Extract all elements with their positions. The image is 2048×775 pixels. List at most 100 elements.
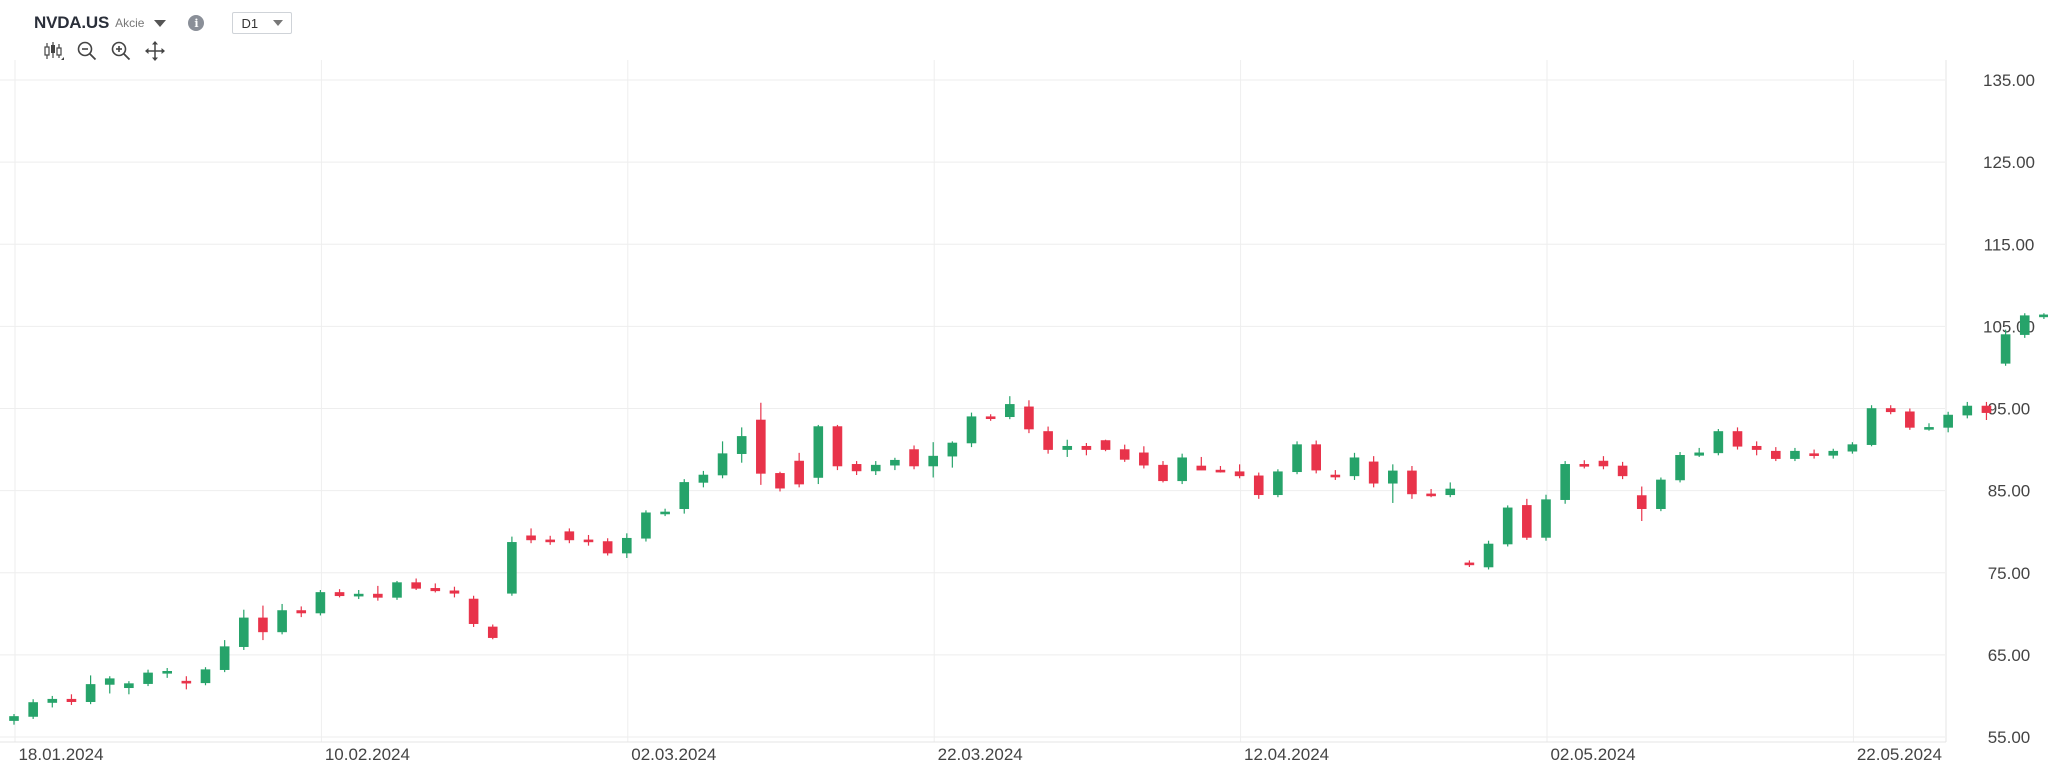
y-tick-label: 135.00: [1983, 71, 2035, 90]
candle-body-down: [1139, 452, 1149, 466]
candle-body-down: [564, 531, 575, 541]
candle-body-down: [756, 419, 766, 474]
candle-body-up: [1847, 444, 1858, 452]
candle-body-up: [85, 684, 96, 702]
candle-body-down: [1981, 405, 1992, 413]
candle-body-down: [1464, 562, 1475, 566]
candle-body-up: [1943, 414, 1953, 428]
candle-body-down: [1522, 505, 1532, 538]
candle-body-up: [870, 464, 881, 472]
candle-body-down: [1636, 495, 1647, 509]
x-tick-label: 02.03.2024: [631, 745, 716, 764]
candle-body-down: [1158, 464, 1168, 482]
y-tick-label: 75.00: [1988, 564, 2031, 583]
candle-body-up: [9, 716, 19, 721]
candle-body-down: [430, 588, 441, 592]
x-tick-label: 12.04.2024: [1244, 745, 1329, 764]
candle-body-down: [1617, 465, 1628, 477]
y-tick-label: 55.00: [1988, 728, 2031, 747]
candle-body-down: [832, 426, 843, 467]
info-icon[interactable]: i: [188, 15, 205, 31]
candle-body-up: [717, 453, 728, 476]
candle-body-down: [1253, 475, 1264, 496]
chevron-down-icon: [273, 20, 284, 26]
timeframe-select[interactable]: D1: [232, 12, 293, 34]
chart-toolbar: NVDA.US Akcie i D1: [34, 8, 293, 38]
candle-body-up: [392, 582, 402, 598]
pan-move-icon[interactable]: [144, 40, 166, 62]
candle-body-up: [200, 669, 211, 684]
candle-body-up: [1675, 455, 1685, 481]
timeframe-value: D1: [241, 15, 259, 31]
candle-body-down: [1885, 408, 1896, 413]
candle-body-down: [468, 598, 479, 624]
candle-body-down: [1234, 471, 1245, 477]
y-tick-label: 85.00: [1988, 482, 2031, 501]
candle-body-up: [47, 698, 58, 703]
candle-body-down: [66, 698, 77, 702]
candle-body-up: [1292, 444, 1302, 473]
symbol-type: Akcie: [115, 16, 145, 30]
candle-body-up: [1962, 405, 1973, 416]
candle-body-down: [258, 617, 268, 633]
symbol-name[interactable]: NVDA.US: [34, 13, 110, 32]
candle-body-down: [296, 610, 307, 614]
chart-tools: [42, 40, 166, 62]
candle-body-up: [698, 474, 709, 483]
candle-body-up: [219, 646, 230, 670]
candle-body-up: [736, 436, 747, 454]
candle-body-up: [1273, 471, 1283, 496]
candle-body-up: [1694, 452, 1704, 456]
candle-body-down: [1426, 493, 1436, 497]
candle-body-up: [1004, 404, 1015, 418]
candle-body-up: [315, 592, 326, 614]
symbol-dropdown-icon[interactable]: [154, 19, 167, 27]
candle-body-down: [1081, 445, 1092, 450]
candle-body-down: [1751, 445, 1762, 450]
zoom-out-icon[interactable]: [76, 40, 98, 62]
candle-body-up: [1713, 431, 1724, 454]
candle-body-up: [1445, 488, 1456, 496]
candle-body-up: [660, 511, 670, 515]
candle-body-up: [507, 542, 517, 594]
candle-body-down: [1771, 450, 1781, 459]
candle-body-up: [679, 482, 690, 509]
x-tick-label: 10.02.2024: [325, 745, 410, 764]
candle-body-up: [143, 672, 153, 684]
candle-body-down: [1024, 406, 1034, 430]
candle-body-up: [1790, 450, 1800, 459]
candle-body-down: [334, 592, 345, 597]
candle-body-down: [1196, 465, 1207, 471]
y-tick-label: 125.00: [1983, 153, 2035, 172]
candle-body-down: [851, 464, 862, 472]
zoom-in-icon[interactable]: [110, 40, 132, 62]
candle-body-up: [162, 670, 172, 674]
candle-body-down: [1043, 431, 1053, 450]
candle-body-up: [2019, 315, 2030, 335]
candle-body-up: [104, 678, 115, 685]
y-tick-label: 115.00: [1984, 235, 2035, 254]
candle-body-up: [1560, 464, 1570, 500]
x-tick-label: 18.01.2024: [18, 745, 103, 764]
y-tick-label: 65.00: [1988, 646, 2031, 665]
x-tick-label: 02.05.2024: [1550, 745, 1635, 764]
candle-body-up: [947, 442, 958, 457]
candlestick-type-icon[interactable]: [42, 40, 64, 62]
candle-body-down: [1579, 464, 1590, 467]
candle-body-down: [1905, 411, 1915, 428]
candle-body-down: [526, 535, 536, 541]
candle-body-down: [1407, 470, 1417, 495]
candle-body-down: [487, 626, 498, 638]
x-tick-label: 22.03.2024: [938, 745, 1023, 764]
candle-body-up: [1828, 450, 1839, 456]
candle-body-down: [373, 593, 383, 598]
candle-body-down: [1368, 461, 1379, 484]
candle-body-down: [794, 460, 804, 485]
candle-body-up: [966, 416, 977, 444]
candle-body-up: [353, 593, 364, 597]
candle-body-up: [813, 426, 824, 478]
candle-body-down: [1330, 474, 1341, 478]
candle-body-up: [1483, 543, 1494, 568]
